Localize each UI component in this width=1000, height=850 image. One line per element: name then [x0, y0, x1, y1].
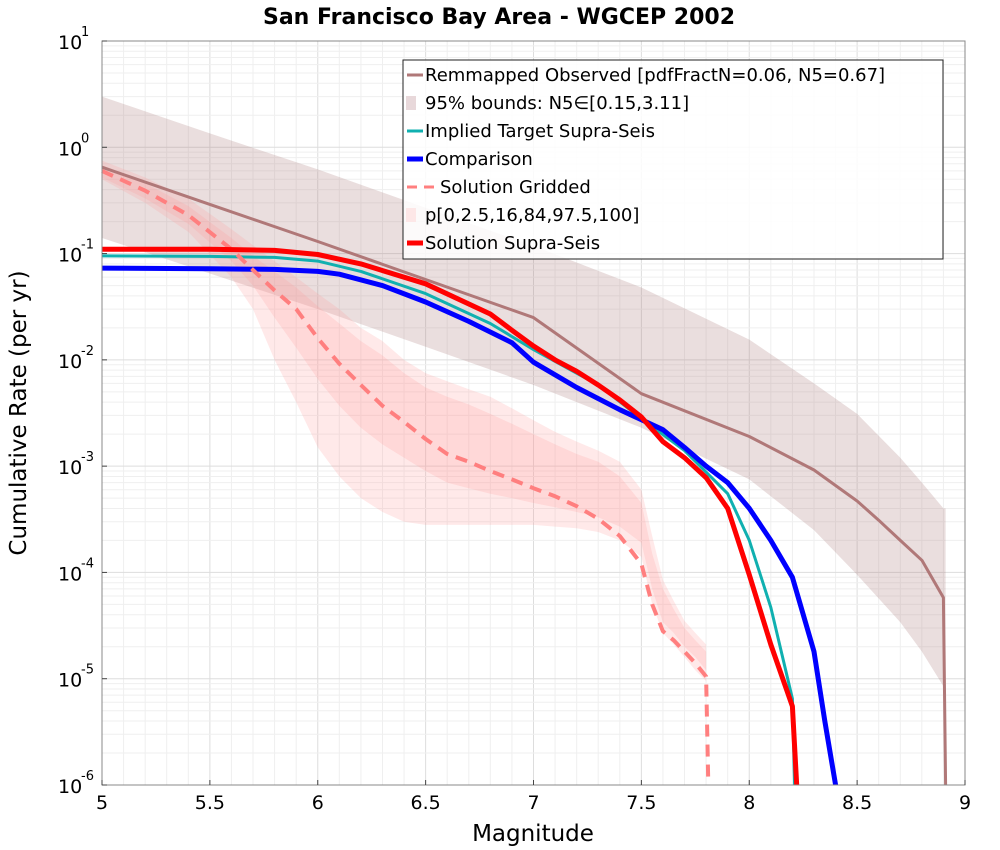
legend-label: Comparison [425, 149, 533, 170]
legend-label: 95% bounds: N5∈[0.15,3.11] [425, 93, 689, 114]
legend-label: p[0,2.5,16,84,97.5,100] [425, 205, 639, 226]
y-tick-label: 10 [58, 351, 82, 373]
x-axis-ticks: 5 5.5 6 6.5 7 7.5 8 8.5 9 [96, 780, 971, 814]
y-tick-exponent: -6 [81, 769, 94, 784]
band-area [102, 160, 707, 682]
y-tick-exponent: 0 [81, 131, 89, 146]
x-tick-label: 7 [527, 792, 539, 814]
x-axis-label: Magnitude [472, 821, 594, 847]
y-tick-label: 10 [58, 563, 82, 585]
x-tick-label: 9 [959, 792, 971, 814]
y-tick-exponent: -1 [81, 238, 94, 253]
band-area [102, 165, 707, 671]
grid [101, 41, 966, 786]
y-tick-exponent: -4 [81, 556, 94, 571]
legend: Remmapped Observed [pdfFractN=0.06, N5=0… [402, 59, 944, 260]
y-tick-label: 10 [58, 670, 82, 692]
x-tick-label: 5.5 [195, 792, 225, 814]
y-tick-exponent: 1 [81, 25, 89, 40]
legend-label: Implied Target Supra-Seis [425, 121, 655, 142]
y-tick-exponent: -5 [81, 663, 94, 678]
legend-swatch-patch [406, 208, 416, 222]
x-tick-label: 5 [96, 792, 108, 814]
series-line [101, 165, 948, 786]
y-tick-label: 10 [58, 776, 82, 798]
data-series [101, 165, 948, 786]
x-tick-label: 7.5 [626, 792, 656, 814]
x-tick-label: 8.5 [842, 792, 872, 814]
series-line [101, 265, 839, 786]
y-tick-label: 10 [58, 138, 82, 160]
y-tick-label: 10 [58, 245, 82, 267]
legend-label: Solution Supra-Seis [425, 233, 600, 254]
chart-title: San Francisco Bay Area - WGCEP 2002 [263, 5, 735, 30]
x-tick-label: 8 [743, 792, 755, 814]
y-tick-exponent: -3 [81, 450, 94, 465]
y-tick-exponent: -2 [81, 344, 94, 359]
legend-box [402, 59, 944, 260]
x-tick-label: 6.5 [411, 792, 441, 814]
legend-label: Remmapped Observed [pdfFractN=0.06, N5=0… [425, 65, 885, 86]
x-tick-label: 6 [312, 792, 324, 814]
series-line [101, 169, 711, 786]
y-tick-label: 10 [58, 457, 82, 479]
legend-swatch-patch [406, 96, 416, 110]
y-axis-label: Cumulative Rate (per yr) [6, 270, 32, 555]
y-tick-label: 10 [58, 32, 82, 54]
legend-label: Solution Gridded [440, 177, 591, 198]
series-line [102, 246, 800, 786]
